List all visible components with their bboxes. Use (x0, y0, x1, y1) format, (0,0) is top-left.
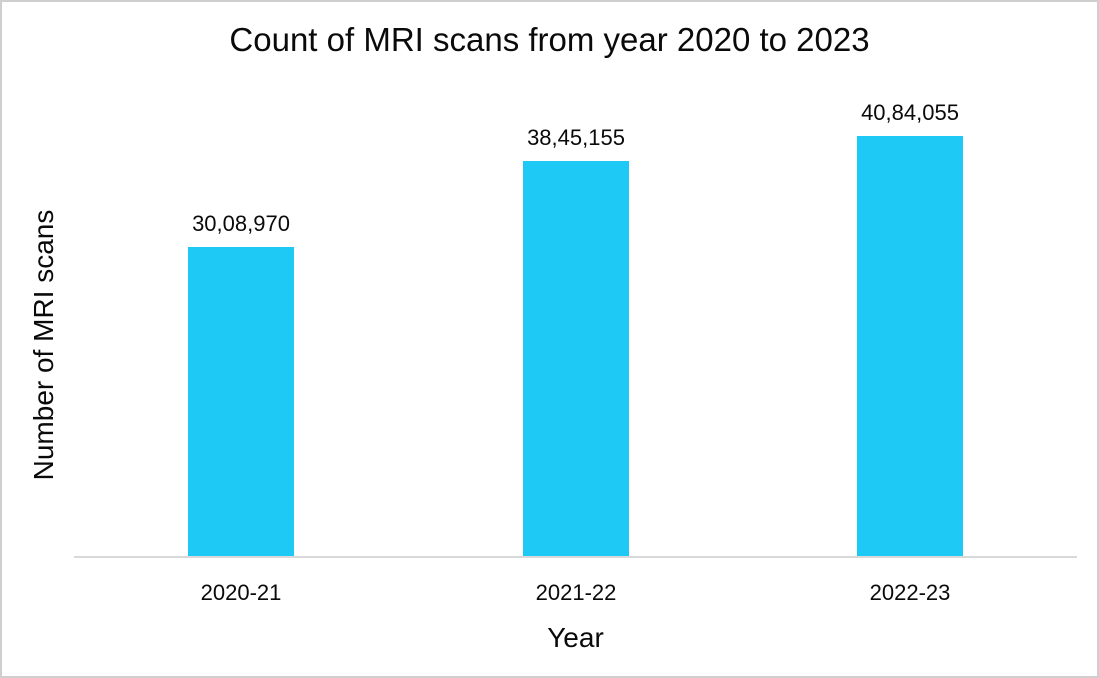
bar (188, 247, 294, 557)
y-axis-title: Number of MRI scans (28, 209, 59, 481)
chart-title: Count of MRI scans from year 2020 to 202… (229, 21, 870, 58)
bar-value-label: 38,45,155 (527, 125, 625, 150)
bar-value-label: 30,08,970 (192, 211, 290, 236)
x-tick-label: 2020-21 (200, 580, 282, 605)
bar (523, 161, 629, 557)
x-axis-title: Year (547, 622, 604, 653)
bar (857, 136, 963, 557)
x-tick-label: 2021-22 (535, 580, 617, 605)
x-axis-line (74, 556, 1077, 558)
bar-value-label: 40,84,055 (861, 100, 959, 125)
x-tick-label: 2022-23 (869, 580, 951, 605)
plot-area: 30,08,970 2020-21 38,45,155 2021-22 40,84,05… (74, 100, 1077, 604)
